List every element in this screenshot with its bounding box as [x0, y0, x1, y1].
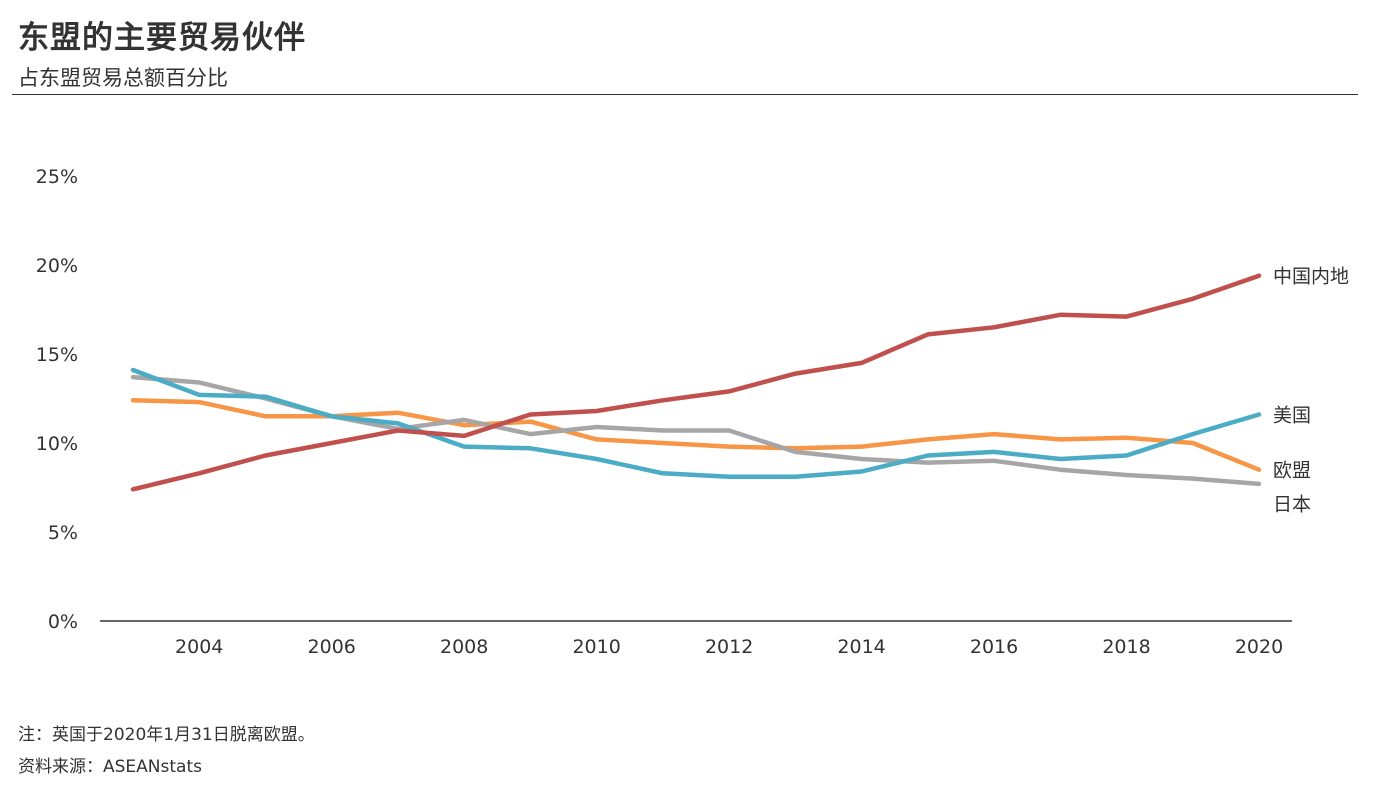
- y-tick-label: 0%: [48, 611, 78, 633]
- y-tick-label: 25%: [36, 166, 78, 188]
- x-tick-label: 2018: [1102, 636, 1150, 658]
- footnote: 注：英国于2020年1月31日脱离欧盟。: [18, 725, 315, 745]
- series-line: [130, 374, 1262, 487]
- y-tick-label: 15%: [36, 344, 78, 366]
- x-tick-label: 2014: [837, 636, 885, 658]
- y-tick-label: 5%: [48, 522, 78, 544]
- title-divider: [12, 94, 1358, 95]
- x-tick-label: 2010: [572, 636, 620, 658]
- source-note: 资料来源：ASEANstats: [18, 757, 202, 777]
- series-label: 中国内地: [1273, 266, 1349, 288]
- series-lines: [130, 273, 1262, 492]
- series-label: 欧盟: [1273, 460, 1311, 482]
- chart-subtitle: 占东盟贸易总额百分比: [18, 66, 228, 90]
- x-tick-label: 2006: [308, 636, 356, 658]
- x-tick-label: 2008: [440, 636, 488, 658]
- series-line: [130, 273, 1262, 492]
- y-tick-label: 20%: [36, 255, 78, 277]
- x-tick-label: 2016: [970, 636, 1018, 658]
- y-axis-ticks: 0% 5% 10% 15% 20% 25%: [36, 166, 78, 633]
- x-tick-label: 2004: [175, 636, 223, 658]
- x-axis-ticks: 2004 2006 2008 2010 2012 2014 2016 2018 2020: [175, 636, 1283, 658]
- chart-title: 东盟的主要贸易伙伴: [18, 20, 306, 56]
- x-tick-label: 2020: [1235, 636, 1283, 658]
- series-label: 日本: [1273, 494, 1311, 516]
- series-line: [130, 398, 1262, 472]
- series-label: 美国: [1273, 405, 1311, 427]
- y-tick-label: 10%: [36, 433, 78, 455]
- x-tick-label: 2012: [705, 636, 753, 658]
- series-line: [130, 367, 1262, 480]
